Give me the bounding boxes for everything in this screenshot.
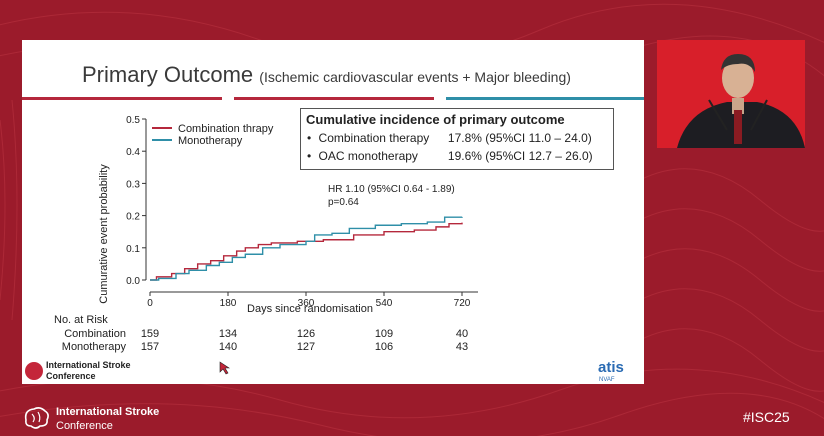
title-rule-red-2: [234, 97, 434, 100]
speaker-video: [657, 40, 805, 148]
summary-value: 17.8% (95%CI 11.0 – 24.0): [447, 131, 592, 145]
slide-logo-right: atis NVAF: [598, 359, 624, 383]
atis-logo-word: atis: [598, 359, 624, 376]
y-tick-label: 0.0: [126, 276, 140, 287]
slide-logo-left: International Stroke Conference: [25, 360, 131, 381]
risk-value: 134: [219, 328, 237, 340]
atis-logo-sub: NVAF: [599, 377, 615, 383]
mouse-cursor-icon: [219, 361, 230, 375]
hashtag: #ISC25: [743, 409, 790, 425]
y-tick-label: 0.4: [126, 147, 140, 158]
risk-value: 106: [375, 341, 393, 353]
legend-label-combination: Combination thrapy: [178, 123, 274, 135]
chart-legend: Combination thrapy Monotherapy: [152, 123, 274, 147]
summary-label: Combination therapy: [318, 131, 430, 145]
title-rule-blue: [446, 97, 644, 100]
x-tick-label: 720: [454, 298, 471, 309]
y-tick-label: 0.2: [126, 212, 140, 223]
p-value-annotation: p=0.64: [328, 197, 359, 208]
summary-row-combination: • Combination therapy 17.8% (95%CI 11.0 …: [307, 131, 592, 145]
slide-title-subtitle: (Ischemic cardiovascular events + Major …: [259, 69, 571, 85]
summary-label: OAC monotherapy: [318, 149, 418, 163]
series-line-monotherapy: [150, 216, 463, 281]
slide-logo-left-line2: Conference: [46, 371, 96, 381]
brain-icon: [25, 362, 43, 380]
presentation-slide: Primary Outcome (Ischemic cardiovascular…: [22, 40, 644, 384]
risk-table-header: No. at Risk: [54, 314, 108, 326]
footer-logo-line2: Conference: [56, 420, 113, 432]
summary-row-monotherapy: • OAC monotherapy 19.6% (95%CI 12.7 – 26…: [307, 149, 593, 163]
title-rule-red-1: [22, 97, 222, 100]
y-tick-label: 0.3: [126, 179, 140, 190]
risk-value: 157: [141, 341, 159, 353]
series-line-combination: [150, 222, 463, 281]
hr-annotation: HR 1.10 (95%CI 0.64 - 1.89): [328, 184, 455, 195]
risk-value: 126: [297, 328, 315, 340]
x-axis-label: Days since randomisation: [247, 303, 373, 315]
slide-title-main: Primary Outcome: [82, 62, 254, 87]
x-tick-label: 0: [147, 298, 153, 309]
risk-value: 43: [456, 341, 468, 353]
x-tick-label: 360: [298, 298, 315, 309]
km-chart: Cumurative event probability Days since …: [25, 115, 624, 383]
y-axis-label: Cumurative event probability: [98, 164, 110, 304]
risk-row-label-monotherapy: Monotherapy: [62, 341, 127, 353]
summary-bullet: •: [307, 131, 312, 145]
legend-label-monotherapy: Monotherapy: [178, 135, 243, 147]
y-tick-label: 0.1: [126, 244, 140, 255]
y-tick-label: 0.5: [126, 115, 140, 126]
summary-title: Cumulative incidence of primary outcome: [306, 112, 565, 127]
speaker-figure: [657, 40, 805, 148]
risk-value: 40: [456, 328, 468, 340]
x-tick-label: 540: [376, 298, 393, 309]
slide-title: Primary Outcome (Ischemic cardiovascular…: [82, 62, 571, 88]
summary-bullet: •: [307, 149, 312, 163]
risk-value: 159: [141, 328, 159, 340]
risk-value: 127: [297, 341, 315, 353]
summary-box: Cumulative incidence of primary outcome …: [300, 108, 614, 170]
x-tick-label: 180: [220, 298, 237, 309]
brain-icon: [24, 407, 49, 429]
risk-value: 109: [375, 328, 393, 340]
risk-row-label-combination: Combination: [64, 328, 126, 340]
footer-logo-line1: International Stroke: [56, 406, 160, 418]
summary-value: 19.6% (95%CI 12.7 – 26.0): [447, 149, 593, 163]
slide-logo-left-line1: International Stroke: [46, 360, 131, 370]
risk-value: 140: [219, 341, 237, 353]
